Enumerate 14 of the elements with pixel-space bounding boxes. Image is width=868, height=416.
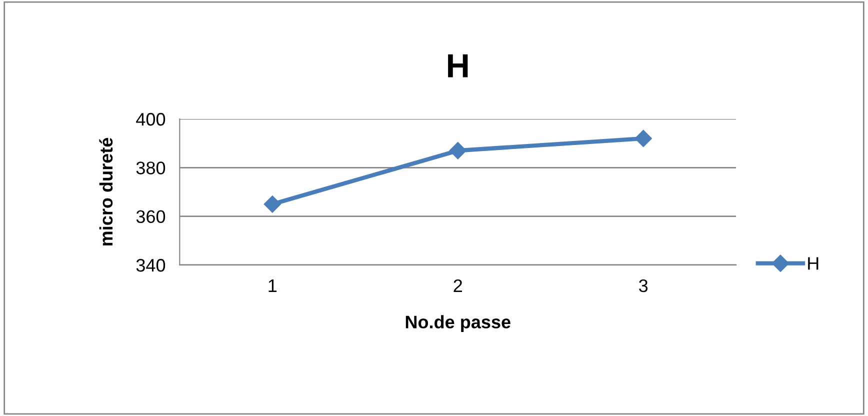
y-tick-label: 360 bbox=[136, 210, 166, 224]
point bbox=[264, 196, 281, 213]
y-tick-label: 380 bbox=[136, 162, 166, 174]
legend-label: H bbox=[808, 257, 818, 270]
chart-title: H bbox=[448, 54, 468, 78]
x-tick-label: 2 bbox=[454, 279, 462, 292]
x-tick-label: 1 bbox=[268, 280, 277, 292]
point bbox=[634, 130, 652, 147]
y-tick-label: 340 bbox=[136, 258, 166, 272]
x-tick-label: 3 bbox=[639, 279, 648, 292]
point bbox=[449, 142, 466, 160]
x-axis-title: No.de passe bbox=[406, 315, 510, 332]
y-axis-title: micro dureté bbox=[99, 138, 113, 246]
y-tick-label: 400 bbox=[136, 112, 166, 126]
